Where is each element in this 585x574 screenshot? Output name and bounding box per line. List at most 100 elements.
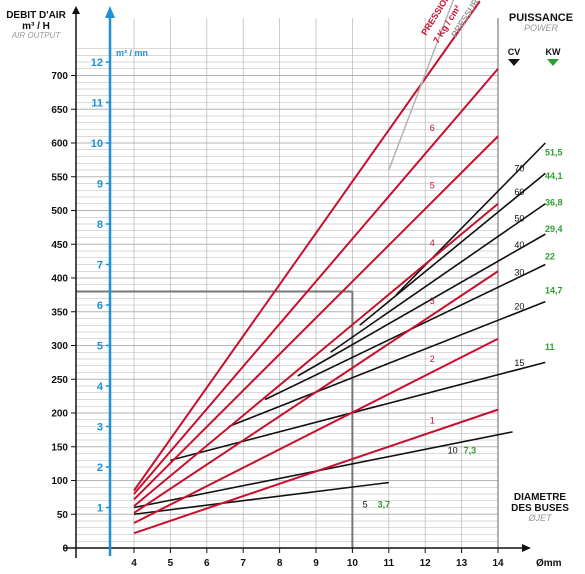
x-tick-label: 10 [347, 558, 359, 569]
kw-header: KW [546, 47, 561, 57]
blue-axis-unit: m³ / mn [116, 48, 148, 58]
power-cv-label-60: 60 [514, 187, 524, 197]
y-tick-label: 550 [51, 172, 68, 183]
grid [76, 18, 499, 548]
pressure-line-7 [133, 0, 481, 492]
x-title-line2: DES BUSES [511, 503, 569, 514]
pressure-label-1: 1 [430, 415, 435, 425]
power-kw-label-60: 44,1 [545, 171, 563, 181]
right-title: PUISSANCE [508, 12, 574, 24]
power-kw-label-30: 22 [545, 251, 555, 261]
pressure-line-grey [388, 0, 455, 171]
left-title: DEBIT D'AIR [6, 10, 66, 21]
y-tick-label: 500 [51, 206, 68, 217]
power-kw-label-15: 11 [545, 342, 555, 352]
pressure-lines [133, 0, 499, 535]
y-tick-label: 0 [62, 544, 68, 555]
axes: 0501001502002503003504004505005506006507… [51, 6, 562, 569]
right-subtitle: POWER [523, 23, 558, 34]
y-tick-label: 650 [51, 105, 68, 116]
cv-arrow-icon [508, 59, 520, 66]
blue-axis-tick-label: 6 [97, 300, 103, 312]
blue-axis-tick-label: 12 [91, 57, 103, 69]
kw-arrow-icon [547, 59, 559, 66]
x-tick-label: 7 [240, 558, 246, 569]
x-title-line3: ØJET [528, 513, 552, 523]
x-tick-label: 13 [456, 558, 468, 569]
power-cv-label-40: 40 [514, 240, 524, 250]
blue-axis-tick-label: 4 [97, 381, 104, 393]
power-cv-label-50: 50 [514, 213, 524, 223]
pressure-label-6: 6 [430, 123, 435, 133]
pressure-line-1 [133, 408, 499, 535]
power-cv-label-20: 20 [514, 302, 524, 312]
x-tick-label: 12 [420, 558, 432, 569]
power-kw-label-10: 7,3 [464, 446, 477, 456]
blue-axis-tick-label: 2 [97, 462, 103, 474]
pressure-label-2: 2 [430, 354, 435, 364]
blue-axis-tick-label: 3 [97, 422, 103, 434]
x-unit-label: Ømm [536, 558, 562, 569]
power-line-20cv [228, 300, 546, 428]
y-tick-label: 400 [51, 274, 68, 285]
x-tick-label: 8 [277, 558, 283, 569]
blue-axis-tick-label: 9 [97, 179, 103, 191]
power-cv-label-15: 15 [514, 358, 524, 368]
left-header: DEBIT D'AIR m³ / H AIR OUTPUT [6, 10, 66, 41]
y-tick-label: 300 [51, 341, 68, 352]
right-header: PUISSANCE POWER [502, 12, 580, 34]
y-tick-label: 250 [51, 375, 68, 386]
power-cv-label-70: 70 [514, 163, 524, 173]
x-axis-title: DIAMETRE DES BUSES ØJET [500, 492, 580, 524]
blue-axis-tick-label: 8 [97, 219, 103, 231]
pressure-line-4 [133, 202, 499, 507]
x-tick-label: 5 [168, 558, 174, 569]
power-kw-label-5: 3,7 [378, 500, 391, 510]
power-line-5cv [133, 481, 389, 516]
power-kw-label-20: 14,7 [545, 286, 563, 296]
power-kw-label-40: 29,4 [545, 224, 563, 234]
power-line-60cv [359, 172, 546, 326]
pressure-line-5 [133, 135, 499, 501]
y-tick-label: 700 [51, 71, 68, 82]
pressure-line-6 [133, 68, 499, 495]
x-tick-label: 6 [204, 558, 210, 569]
y-tick-label: 350 [51, 307, 68, 318]
power-cv-label-5: 5 [363, 500, 368, 510]
power-kw-label-70: 51,5 [545, 147, 563, 157]
power-cv-label-30: 30 [514, 267, 524, 277]
y-tick-label: 600 [51, 139, 68, 150]
pressure-label-4: 4 [430, 238, 435, 248]
blue-axis-tick-label: 7 [97, 260, 103, 272]
pressure-label-3: 3 [430, 296, 435, 306]
y-tick-label: 200 [51, 409, 68, 420]
x-tick-label: 9 [313, 558, 319, 569]
blue-axis-tick-label: 11 [91, 98, 103, 110]
y-tick-label: 450 [51, 240, 68, 251]
blue-axis-tick-label: 1 [97, 503, 103, 515]
pressure-line-2 [133, 337, 499, 524]
left-subtitle: AIR OUTPUT [11, 31, 61, 40]
power-line-50cv [330, 203, 546, 353]
x-tick-label: 14 [492, 558, 504, 569]
power-lines [133, 142, 546, 516]
power-line-15cv [170, 361, 546, 462]
y-tick-label: 50 [57, 510, 69, 521]
power-line-70cv [395, 142, 546, 296]
power-line-40cv [297, 233, 546, 377]
x-tick-label: 11 [384, 558, 395, 569]
cv-header: CV [508, 47, 521, 57]
blue-axis-arrow [105, 6, 115, 18]
pressure-label-5: 5 [430, 180, 435, 190]
x-axis-arrow [522, 544, 531, 552]
x-title-line1: DIAMETRE [513, 492, 567, 503]
blue-axis-tick-label: 5 [97, 341, 103, 353]
y-tick-label: 100 [51, 476, 68, 487]
left-unit: m³ / H [22, 21, 50, 32]
y-tick-label: 150 [51, 442, 68, 453]
x-tick-label: 4 [131, 558, 137, 569]
y-axis-arrow [72, 6, 80, 14]
blue-axis-tick-label: 10 [91, 138, 103, 150]
power-kw-label-50: 36,8 [545, 197, 563, 207]
